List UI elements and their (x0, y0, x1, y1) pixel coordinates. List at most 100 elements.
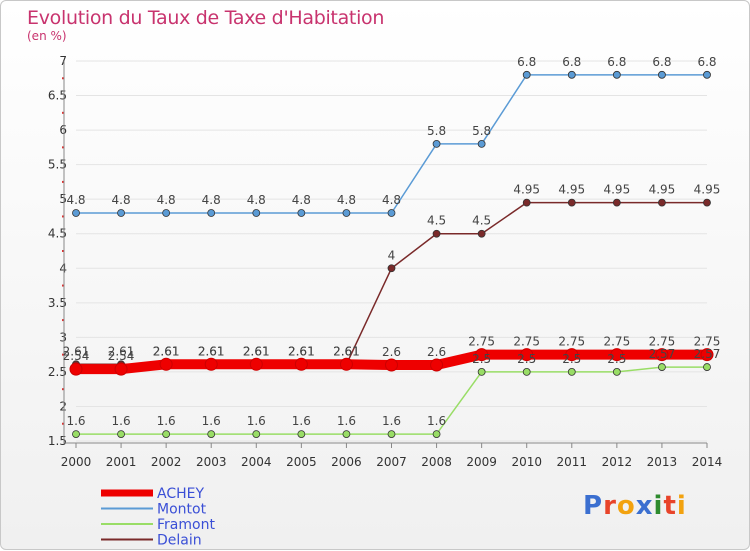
data-label-montot: 4.8 (66, 193, 85, 207)
data-point-framont (207, 430, 216, 438)
data-label-framont: 1.6 (292, 414, 311, 428)
proxiti-logo: Proxiti (583, 491, 687, 521)
data-label-achey: 2.54 (108, 349, 135, 363)
data-label-delain: 2.61 (63, 344, 90, 358)
data-point-achey (249, 357, 263, 371)
data-label-achey: 2.75 (649, 335, 676, 349)
logo-letter: x (635, 491, 654, 521)
data-point-achey (700, 348, 714, 362)
data-label-montot: 4.8 (382, 193, 401, 207)
data-label-framont: 2.57 (649, 347, 676, 361)
data-label-delain: 4.5 (427, 214, 446, 228)
x-tick-label: 2012 (602, 455, 633, 469)
data-label-montot: 6.8 (607, 55, 626, 69)
data-point-achey (565, 348, 579, 362)
data-label-achey: 2.75 (694, 335, 721, 349)
data-label-framont: 1.6 (202, 414, 221, 428)
data-point-achey (385, 358, 398, 372)
data-label-delain: 4.95 (649, 183, 676, 197)
data-label-delain: 2.61 (333, 344, 360, 358)
data-label-framont: 2.5 (607, 352, 626, 366)
data-label-montot: 6.8 (652, 55, 671, 69)
y-tick-label: 7 (59, 54, 67, 68)
data-point-framont (612, 368, 621, 376)
x-tick-label: 2009 (466, 455, 497, 469)
x-tick-label: 2004 (241, 455, 272, 469)
data-point-montot (297, 209, 306, 217)
x-tick-label: 2011 (557, 455, 588, 469)
data-point-montot (703, 70, 711, 79)
data-label-framont: 2.5 (472, 352, 491, 366)
data-label-montot: 4.8 (292, 193, 311, 207)
data-point-achey (610, 348, 624, 362)
data-label-framont: 1.6 (112, 414, 131, 428)
data-label-delain: 2.61 (243, 344, 270, 358)
data-point-delain (432, 229, 441, 238)
data-label-achey: 2.6 (427, 345, 446, 359)
data-point-framont (342, 430, 351, 438)
chart-title: Evolution du Taux de Taxe d'Habitation (27, 7, 385, 29)
data-labels-layer: 4.8 4.8 4.8 4.8 4.8 4.8 4.8 4.8 5.8 5.8 6.8 6.8 6.8 6… (63, 55, 721, 428)
data-label-achey: 2.54 (63, 349, 90, 363)
data-point-achey (159, 357, 173, 371)
data-point-achey (294, 357, 308, 371)
data-point-montot (162, 209, 171, 217)
data-point-montot (207, 209, 216, 217)
data-label-montot: 4.8 (202, 193, 221, 207)
x-tick-label: 2003 (196, 455, 227, 469)
data-point-framont (297, 430, 306, 438)
data-label-achey: 2.75 (603, 335, 630, 349)
x-tick-label: 2005 (286, 455, 317, 469)
data-label-delain: 2.61 (288, 344, 315, 358)
y-tick-label: 2 (59, 399, 67, 413)
data-label-delain: 2.61 (108, 344, 135, 358)
data-point-framont (252, 430, 261, 438)
x-tick-label: 2014 (692, 455, 723, 469)
data-point-montot (522, 70, 531, 79)
x-tick-label: 2001 (106, 455, 137, 469)
data-point-delain (567, 198, 576, 207)
data-point-delain (387, 264, 396, 273)
data-point-delain (522, 198, 531, 207)
x-tick-label: 2013 (647, 455, 678, 469)
data-point-framont (522, 368, 531, 376)
data-point-framont (703, 363, 711, 371)
data-point-achey (204, 357, 218, 371)
data-point-achey (114, 362, 128, 376)
data-point-achey (430, 358, 444, 372)
data-point-achey (520, 348, 534, 362)
data-label-framont: 1.6 (382, 414, 401, 428)
series-layer (69, 70, 714, 438)
data-point-montot (72, 209, 80, 217)
data-point-montot (612, 70, 621, 79)
logo-letter: o (616, 491, 636, 521)
y-tick-label: 1.5 (48, 434, 67, 448)
data-point-achey (475, 348, 489, 362)
data-label-achey: 2.61 (153, 344, 180, 358)
data-label-framont: 1.6 (337, 414, 356, 428)
x-tick-label: 2006 (331, 455, 362, 469)
data-point-montot (342, 209, 351, 217)
y-tick-label: 3.5 (48, 296, 67, 310)
y-tick-label: 5.5 (48, 158, 67, 172)
logo-letter: t (663, 491, 677, 521)
x-tick-label: 2002 (151, 455, 182, 469)
data-point-framont (72, 430, 80, 438)
legend-label-montot: Montot (157, 502, 207, 518)
x-tick-label: 2008 (421, 455, 452, 469)
data-label-achey: 2.75 (468, 335, 495, 349)
data-point-framont (432, 430, 441, 438)
data-label-achey: 2.75 (513, 335, 540, 349)
data-point-framont (658, 363, 666, 371)
data-label-delain: 4 (388, 248, 396, 262)
data-label-delain: 2.61 (198, 344, 225, 358)
data-label-montot: 4.8 (157, 193, 176, 207)
logo-letter: i (653, 491, 664, 521)
data-label-framont: 2.5 (517, 352, 536, 366)
data-point-achey (339, 357, 353, 371)
data-label-achey: 2.61 (333, 344, 360, 358)
axes: 1.5 2 2.5 3 3.5 4 4.5 5 5.5 6 6.5 7 2000 2001 2002 2003… (48, 54, 722, 469)
logo-letter: r (603, 491, 617, 521)
